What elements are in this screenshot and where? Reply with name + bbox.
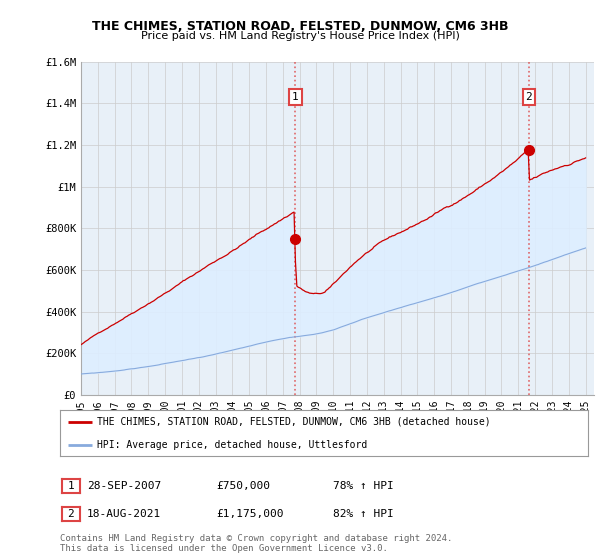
Text: 2: 2: [526, 92, 532, 102]
Text: £1,175,000: £1,175,000: [216, 509, 284, 519]
Text: 1: 1: [292, 92, 299, 102]
Text: Contains HM Land Registry data © Crown copyright and database right 2024.
This d: Contains HM Land Registry data © Crown c…: [60, 534, 452, 553]
Text: £750,000: £750,000: [216, 481, 270, 491]
Text: 1: 1: [67, 481, 74, 491]
Text: 2: 2: [67, 509, 74, 519]
Text: THE CHIMES, STATION ROAD, FELSTED, DUNMOW, CM6 3HB (detached house): THE CHIMES, STATION ROAD, FELSTED, DUNMO…: [97, 417, 491, 427]
Text: 18-AUG-2021: 18-AUG-2021: [87, 509, 161, 519]
Text: 82% ↑ HPI: 82% ↑ HPI: [333, 509, 394, 519]
Text: Price paid vs. HM Land Registry's House Price Index (HPI): Price paid vs. HM Land Registry's House …: [140, 31, 460, 41]
Text: 78% ↑ HPI: 78% ↑ HPI: [333, 481, 394, 491]
Text: HPI: Average price, detached house, Uttlesford: HPI: Average price, detached house, Uttl…: [97, 440, 367, 450]
Text: 28-SEP-2007: 28-SEP-2007: [87, 481, 161, 491]
Text: THE CHIMES, STATION ROAD, FELSTED, DUNMOW, CM6 3HB: THE CHIMES, STATION ROAD, FELSTED, DUNMO…: [92, 20, 508, 32]
